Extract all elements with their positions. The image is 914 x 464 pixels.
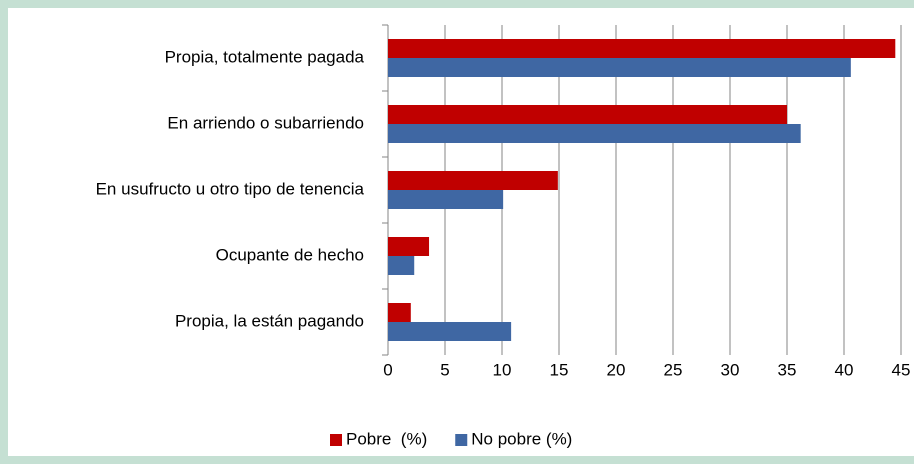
y-tick-label: En usufructo u otro tipo de tenencia bbox=[96, 179, 365, 198]
x-tick-label: 15 bbox=[550, 360, 569, 379]
y-tick-label: Propia, la están pagando bbox=[175, 311, 364, 330]
chart-panel bbox=[8, 8, 914, 456]
legend-label: Pobre (%) bbox=[346, 429, 427, 448]
bar bbox=[388, 237, 430, 256]
x-tick-label: 25 bbox=[664, 360, 683, 379]
y-tick-label: Propia, totalmente pagada bbox=[165, 47, 365, 66]
bar bbox=[388, 303, 411, 322]
bar bbox=[388, 39, 896, 58]
legend-swatch bbox=[455, 434, 468, 446]
legend-swatch bbox=[330, 434, 342, 446]
x-tick-label: 30 bbox=[721, 360, 740, 379]
y-tick-label: En arriendo o subarriendo bbox=[167, 113, 364, 132]
bar bbox=[388, 171, 558, 190]
x-tick-label: 45 bbox=[892, 360, 911, 379]
x-tick-label: 0 bbox=[383, 360, 392, 379]
x-tick-label: 35 bbox=[778, 360, 797, 379]
bar bbox=[388, 190, 504, 209]
bar bbox=[388, 105, 787, 124]
x-tick-label: 20 bbox=[607, 360, 626, 379]
x-tick-label: 10 bbox=[493, 360, 512, 379]
bar bbox=[388, 256, 415, 275]
y-tick-label: Ocupante de hecho bbox=[216, 245, 364, 264]
bar bbox=[388, 124, 801, 143]
x-tick-label: 40 bbox=[835, 360, 854, 379]
x-tick-label: 5 bbox=[440, 360, 449, 379]
bar bbox=[388, 58, 851, 77]
legend-label: No pobre (%) bbox=[471, 429, 572, 448]
bar bbox=[388, 322, 512, 341]
